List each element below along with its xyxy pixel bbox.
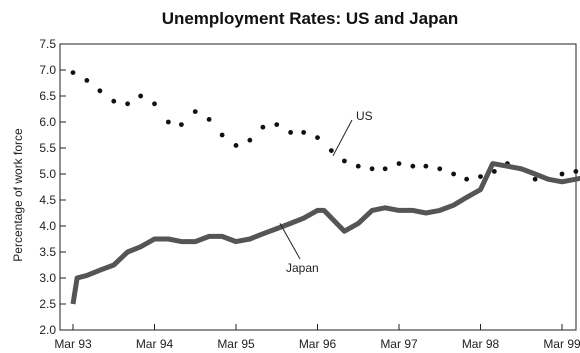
us-data-point bbox=[178, 122, 184, 127]
us-data-point bbox=[219, 132, 225, 138]
us-data-point bbox=[478, 174, 483, 180]
us-data-point bbox=[288, 130, 294, 135]
us-data-point bbox=[165, 119, 171, 125]
us-data-point bbox=[369, 166, 375, 172]
x-axis-ticks: Mar 93 Mar 94 Mar 95 Mar 96 Mar 97 Mar 98 Mar … bbox=[54, 324, 580, 351]
us-data-point bbox=[396, 161, 402, 167]
series-layer bbox=[70, 70, 580, 305]
us-data-point bbox=[70, 70, 76, 75]
y-tick-label: 7.5 bbox=[39, 37, 56, 51]
us-data-point bbox=[152, 101, 157, 107]
us-data-point bbox=[491, 169, 497, 174]
annotation-layer: US Japan bbox=[279, 109, 373, 275]
us-data-point bbox=[138, 93, 144, 99]
us-data-point bbox=[125, 101, 131, 107]
chart-title: Unemployment Rates: US and Japan bbox=[162, 9, 459, 28]
y-tick-label: 3.0 bbox=[39, 271, 56, 285]
y-tick-label: 7.0 bbox=[39, 63, 56, 77]
japan-series-line bbox=[70, 161, 580, 305]
us-data-point bbox=[274, 122, 280, 127]
us-data-point bbox=[260, 124, 266, 130]
y-tick-label: 6.0 bbox=[39, 115, 56, 129]
x-tick-label: Mar 94 bbox=[136, 337, 174, 351]
japan-leader-line bbox=[279, 223, 301, 260]
y-tick-label: 4.5 bbox=[39, 193, 56, 207]
us-data-point bbox=[192, 109, 198, 114]
japan-series-label: Japan bbox=[286, 261, 319, 275]
x-tick-label: Mar 96 bbox=[299, 337, 337, 351]
y-axis-label: Percentage of work force bbox=[11, 128, 25, 262]
x-tick-label: Mar 97 bbox=[380, 337, 418, 351]
y-tick-label: 2.0 bbox=[39, 323, 56, 337]
us-data-point bbox=[382, 166, 388, 172]
us-data-point bbox=[341, 158, 347, 164]
us-data-point bbox=[301, 130, 307, 135]
x-tick-label: Mar 99 bbox=[543, 337, 580, 351]
y-tick-label: 3.5 bbox=[39, 245, 56, 259]
us-leader-line bbox=[332, 119, 353, 157]
us-data-point bbox=[573, 169, 579, 174]
us-data-point bbox=[559, 171, 565, 177]
us-data-point bbox=[315, 135, 320, 141]
plot-frame bbox=[59, 43, 577, 331]
us-data-point bbox=[97, 88, 103, 94]
x-tick-label: Mar 95 bbox=[217, 337, 255, 351]
us-data-point bbox=[233, 143, 239, 148]
us-data-point bbox=[532, 176, 538, 182]
us-data-point bbox=[423, 163, 429, 169]
us-data-point bbox=[111, 98, 117, 104]
us-data-point bbox=[437, 166, 443, 172]
us-series-label: US bbox=[356, 109, 373, 123]
us-data-point bbox=[451, 171, 457, 177]
y-tick-label: 5.0 bbox=[39, 167, 56, 181]
y-tick-label: 5.5 bbox=[39, 141, 56, 155]
y-tick-label: 6.5 bbox=[39, 89, 56, 103]
us-data-point bbox=[247, 137, 253, 143]
y-tick-label: 2.5 bbox=[39, 297, 56, 311]
us-data-point bbox=[206, 117, 212, 122]
y-tick-label: 4.0 bbox=[39, 219, 56, 233]
x-tick-label: Mar 93 bbox=[54, 337, 92, 351]
us-data-point bbox=[328, 148, 334, 154]
us-data-point bbox=[464, 176, 470, 182]
x-tick-label: Mar 98 bbox=[462, 337, 500, 351]
us-data-point bbox=[84, 78, 90, 83]
us-data-point bbox=[410, 163, 416, 169]
y-axis-ticks: 2.0 2.5 3.0 3.5 4.0 4.5 5.0 5.5 6.0 6.5 7.0 7.5 bbox=[39, 37, 66, 337]
us-data-point bbox=[355, 163, 361, 169]
